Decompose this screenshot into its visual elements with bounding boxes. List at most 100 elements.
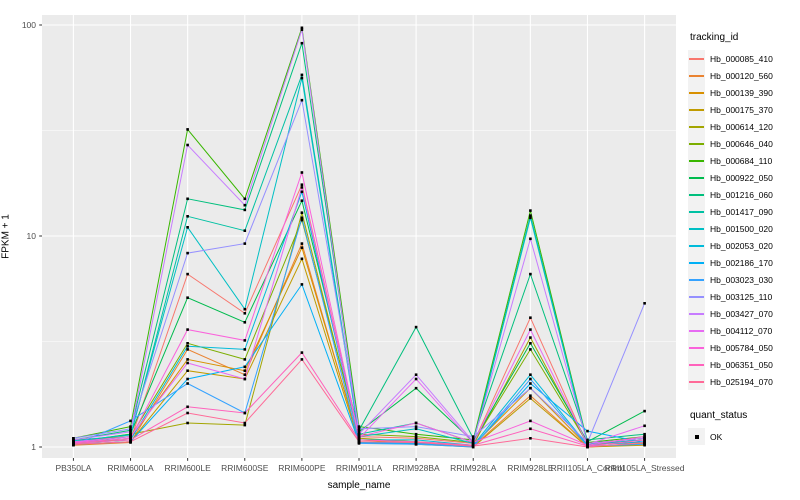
data-point [129,430,132,434]
legend-item-label: Hb_001417_090 [710,206,773,217]
data-point [300,28,304,31]
data-point [186,197,189,201]
data-point [243,377,247,381]
x-tick-label: RRIM600SE [221,463,269,473]
data-point [357,427,361,431]
legend-key-swatch [688,322,705,339]
data-point [414,435,418,438]
legend-item-label: Hb_000085_410 [710,53,773,64]
legend-item-label: Hb_004112_070 [710,325,773,336]
data-point [300,190,304,194]
data-point [300,358,304,361]
data-point [357,440,361,443]
data-point [529,214,532,217]
series-color-line-icon [689,329,704,332]
data-point [414,437,418,440]
data-point [471,437,475,440]
data-point [243,339,247,342]
data-point [129,433,132,437]
legend-key-swatch [688,373,705,390]
data-point [529,216,532,220]
data-point [471,441,475,444]
data-point [300,216,304,220]
data-point [529,316,532,319]
data-point [414,443,418,446]
data-point [643,435,646,438]
legend-item-label: Hb_003427_070 [710,308,773,319]
data-point [129,435,132,438]
legend-item: Hb_006351_050 [688,356,800,373]
data-point [529,386,532,390]
data-point [243,307,247,311]
data-point [643,438,646,442]
legend-key-swatch [688,254,705,271]
legend-key-swatch [688,67,705,84]
data-point [300,351,304,354]
legend-title: tracking_id [690,32,739,43]
data-point [471,435,475,438]
x-tick-label: RRII105LA_Stressed [605,463,685,473]
data-point [414,386,418,390]
data-point [129,425,132,428]
data-point [186,382,189,385]
data-point [186,345,189,348]
legend-item-label: Hb_000614_120 [710,121,773,132]
data-point [414,427,418,431]
series-color-line-icon [689,142,704,145]
legend-item: Hb_005784_050 [688,339,800,356]
legend-item: Hb_002186_170 [688,254,800,271]
data-point [357,425,361,428]
data-point [643,443,646,446]
legend-key-swatch [688,203,705,220]
data-point [529,336,532,339]
data-point [643,432,646,436]
legend-item-label: Hb_000120_560 [710,70,773,81]
legend-item: Hb_000120_560 [688,67,800,84]
legend-item-label: Hb_003125_110 [710,291,773,302]
data-point [529,427,532,431]
data-point [243,373,247,376]
series-color-line-icon [689,363,704,366]
data-point [643,437,646,440]
legend-item-label: Hb_000646_040 [710,138,773,149]
series-color-line-icon [689,312,704,315]
data-point [186,348,189,351]
legend-item: Hb_003023_030 [688,271,800,288]
data-point [186,143,189,147]
legend-key-swatch [688,356,705,373]
legend-key-swatch [688,118,705,135]
x-tick-label: RRIM928LE [507,463,554,473]
data-point [243,242,247,245]
series-color-line-icon [689,295,704,298]
series-color-line-icon [689,380,704,383]
data-point [586,429,589,433]
legend-key-swatch [688,135,705,152]
data-point [129,429,132,432]
legend-item-label: Hb_006351_050 [710,359,773,370]
data-point [129,419,132,423]
data-point [529,209,532,212]
legend-key-swatch [688,339,705,356]
series-color-line-icon [689,278,704,281]
data-point [529,437,532,440]
data-point [243,421,247,425]
y-tick-label: 10 [27,231,37,241]
data-point [243,321,247,324]
data-point [529,328,532,331]
y-tick-label: 100 [22,20,36,30]
data-point [243,369,247,372]
legend-key-swatch [688,84,705,101]
legend-key-swatch [688,186,705,203]
data-point [300,171,304,174]
x-tick-label: RRIM928LA [450,463,497,473]
data-point [243,208,247,212]
legend-item: Hb_025194_070 [688,373,800,390]
legend-key-swatch [688,50,705,67]
data-point [186,226,189,229]
legend-item-label: Hb_005784_050 [710,342,773,353]
data-point [300,211,304,214]
data-point [414,325,418,329]
data-point [300,257,304,261]
legend-item: Hb_003125_110 [688,288,800,305]
